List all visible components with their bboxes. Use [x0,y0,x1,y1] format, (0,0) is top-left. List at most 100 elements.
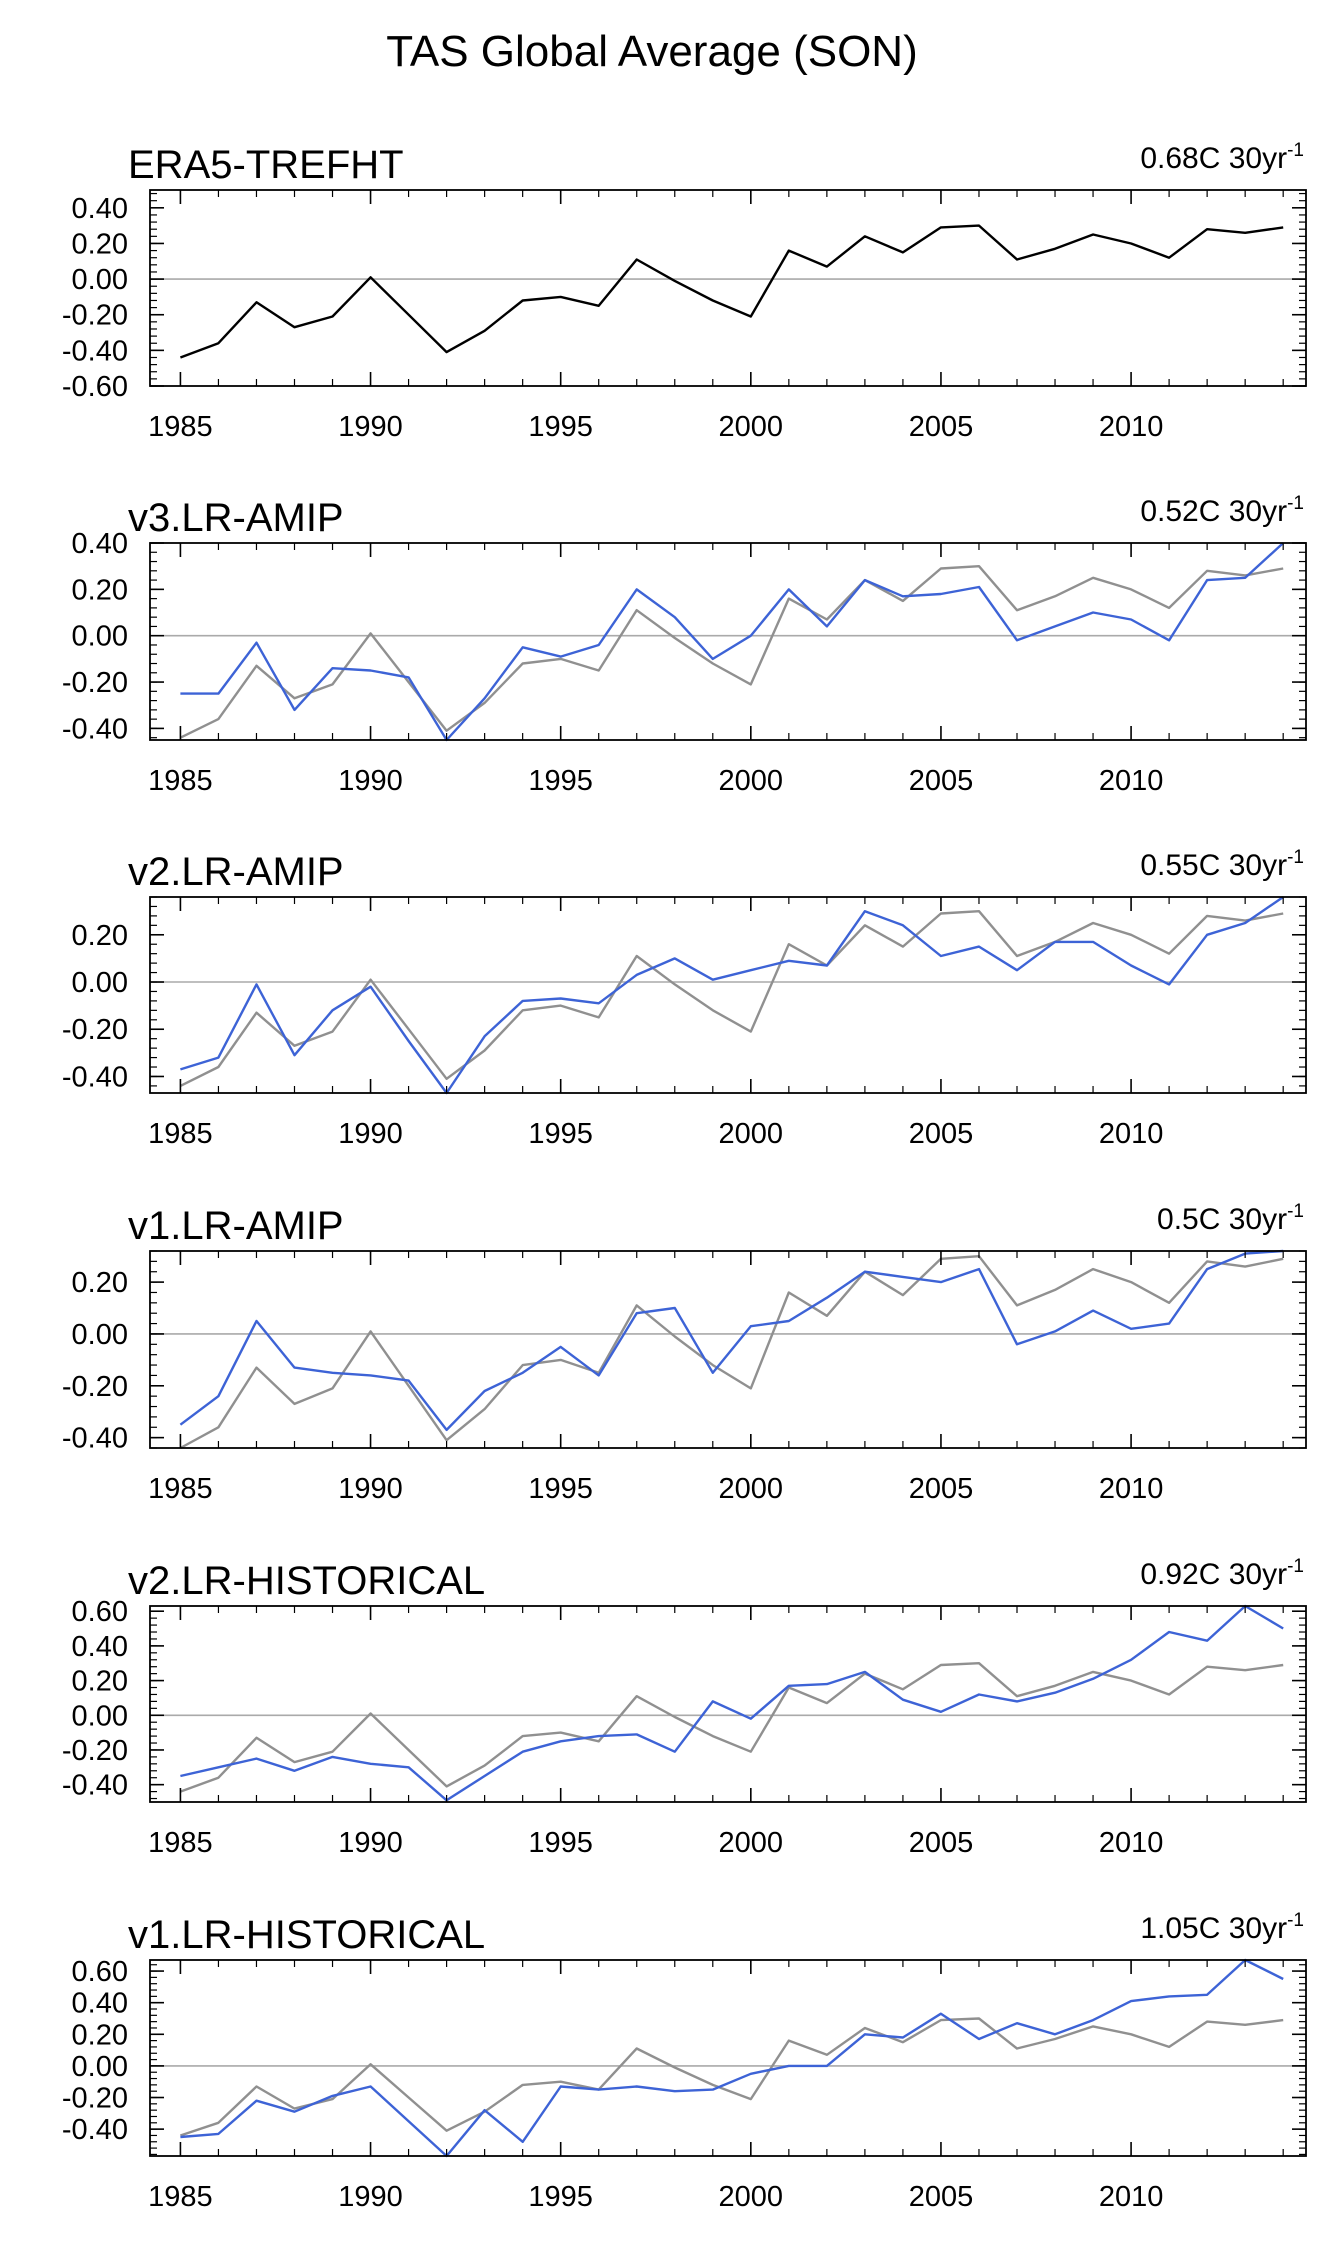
panels-group: ERA5-TREFHT 0.68C 30yr-1-0.60-0.40-0.200.… [62,140,1307,2213]
x-tick-label: 2000 [719,2181,784,2213]
x-tick-label: 2010 [1099,1827,1164,1859]
y-tick-label: 0.20 [72,1666,128,1698]
y-tick-label: 0.40 [72,1988,128,2020]
y-tick-label: 0.00 [72,2051,128,2083]
x-tick-label: 2000 [719,765,784,797]
x-tick-label: 1985 [148,2181,213,2213]
y-tick-label: -0.20 [62,667,128,699]
x-tick-label: 2010 [1099,765,1164,797]
panel-title: v2.LR-AMIP [128,850,344,894]
y-tick-label: 0.40 [72,528,128,560]
x-tick-label: 1995 [528,1473,593,1505]
y-tick-label: 0.40 [72,193,128,225]
panel-era5-trefht: ERA5-TREFHT 0.68C 30yr-1 -0.60 -0.40-0.20 0.… [62,140,1307,443]
x-tick-label: 2005 [909,1118,974,1150]
y-tick-label: -0.60 [62,371,128,403]
reference-line [179,565,1284,739]
x-tick-label: 1985 [148,1118,213,1150]
x-tick-label: 1990 [338,1118,403,1150]
plot-frame [149,896,1307,1094]
x-tick-label: 2000 [719,1473,784,1505]
panel-title: v2.LR-HISTORICAL [128,1559,485,1603]
x-tick-label: 1995 [528,411,593,443]
y-tick-label: -0.40 [62,1061,128,1093]
x-tick-label: 2005 [909,411,974,443]
plot-frame [149,1250,1307,1449]
y-tick-label: -0.20 [62,2083,128,2115]
x-tick-label: 2005 [909,2181,974,2213]
x-tick-label: 1990 [338,1827,403,1859]
x-tick-label: 2005 [909,1473,974,1505]
x-tick-label: 1985 [148,1827,213,1859]
trend-label: 0.5C 30yr-1 [1157,1201,1304,1236]
trend-label: 0.68C 30yr-1 [1140,140,1304,175]
trend-label: 0.55C 30yr-1 [1140,847,1304,882]
y-tick-label: -0.40 [62,713,128,745]
y-tick-label: 0.00 [72,1319,128,1351]
x-tick-label: 1990 [338,2181,403,2213]
y-tick-label: 0.20 [72,2019,128,2051]
panel-title: v1.LR-HISTORICAL [128,1913,485,1957]
series-line [180,896,1284,1095]
x-tick-label: 1990 [338,411,403,443]
reference-line [179,1254,1284,1450]
trend-label: 0.92C 30yr-1 [1140,1556,1304,1591]
y-tick-label: -0.40 [62,2114,128,2146]
plot-frame [149,542,1307,741]
y-tick-label: -0.20 [62,300,128,332]
chart-title: TAS Global Average (SON) [386,27,917,76]
x-tick-label: 1995 [528,765,593,797]
y-tick-label: 0.60 [72,1956,128,1988]
y-tick-label: 0.20 [72,920,128,952]
series-line [179,1249,1284,1432]
x-tick-label: 1990 [338,1473,403,1505]
y-tick-label: 0.40 [72,1631,128,1663]
y-tick-label: -0.40 [62,1423,128,1455]
x-tick-label: 2005 [909,1827,974,1859]
series-line [179,224,1284,359]
y-tick-label: 0.00 [72,264,128,296]
trend-label: 0.52C 30yr-1 [1140,493,1304,528]
y-tick-label: 0.20 [72,1267,128,1299]
x-tick-label: 2010 [1099,2181,1164,2213]
panel-title: ERA5-TREFHT [128,143,404,187]
x-tick-label: 2010 [1099,1118,1164,1150]
reference-line [180,2017,1284,2137]
y-tick-label: -0.20 [62,1735,128,1767]
panel-title: v3.LR-AMIP [128,496,344,540]
x-tick-label: 2000 [719,1118,784,1150]
y-tick-label: -0.20 [62,1014,128,1046]
y-tick-label: 0.60 [72,1596,128,1628]
panel-v1-lr-amip: v1.LR-AMIP 0.5C 30yr-1 -0.40 -0.20 0.00 0.20 1… [62,1201,1307,1505]
x-tick-label: 1985 [148,765,213,797]
y-tick-label: -0.40 [62,1770,128,1802]
reference-line [179,1661,1284,1793]
x-tick-label: 1985 [148,411,213,443]
y-tick-label: 0.20 [72,228,128,260]
series-line [180,1604,1284,1802]
x-tick-label: 1995 [528,1827,593,1859]
plot-frame [149,1605,1307,1803]
x-tick-label: 2010 [1099,1473,1164,1505]
y-tick-label: -0.20 [62,1371,128,1403]
y-tick-label: 0.20 [72,574,128,606]
x-tick-label: 1995 [528,1118,593,1150]
y-tick-label: 0.00 [72,1700,128,1732]
x-tick-label: 1985 [148,1473,213,1505]
x-tick-label: 2005 [909,765,974,797]
panel-v3-lr-amip: v3.LR-AMIP 0.52C 30yr-1 -0.40 -0.20 0.00 0.20… [62,493,1307,797]
series-line [180,542,1285,742]
reference-line [179,910,1284,1087]
y-tick-label: 0.00 [72,967,128,999]
plot-frame [149,189,1307,387]
x-tick-label: 1995 [528,2181,593,2213]
y-tick-label: -0.40 [62,335,128,367]
x-tick-label: 2000 [719,1827,784,1859]
panel-v1-lr-historical: v1.LR-HISTORICAL 1.05C 30yr-1-0.40-0.200.… [62,1910,1307,2213]
series-line [180,1958,1284,2158]
y-tick-label: 0.00 [72,621,128,653]
panel-v2-lr-historical: v2.LR-HISTORICAL 0.92C 30yr-1-0.40-0.200.… [62,1556,1307,1859]
panel-v2-lr-amip: v2.LR-AMIP 0.55C 30yr-1 -0.40 -0.20 0.00 0.20… [62,847,1307,1150]
plot-frame [149,1959,1307,2157]
